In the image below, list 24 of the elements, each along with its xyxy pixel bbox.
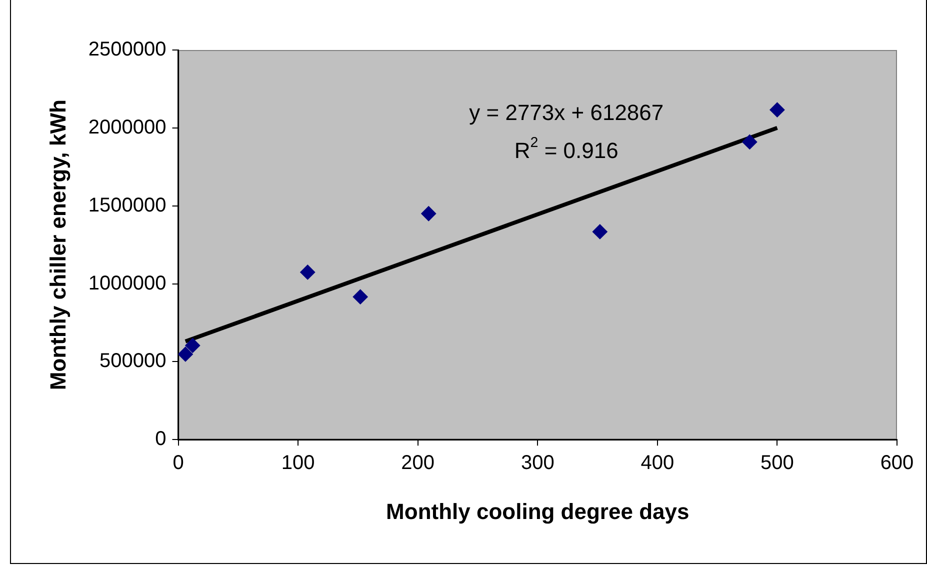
x-tick-label: 300 bbox=[520, 452, 554, 474]
x-tick-label: 100 bbox=[281, 452, 315, 474]
point bbox=[352, 289, 368, 304]
point bbox=[770, 102, 785, 118]
y-tick-label: 2000000 bbox=[88, 116, 166, 138]
point bbox=[300, 264, 316, 280]
point bbox=[742, 134, 758, 150]
annotation: y = 2773x + 612867 bbox=[469, 100, 664, 126]
y-tick-label: 1000000 bbox=[88, 272, 166, 294]
point bbox=[421, 206, 436, 222]
point bbox=[185, 338, 200, 353]
x-tick-label: 400 bbox=[640, 452, 674, 474]
x-tick-label: 600 bbox=[880, 452, 914, 474]
x-tick-label: 500 bbox=[760, 452, 794, 474]
point bbox=[592, 224, 608, 240]
y-tick-label: 2500000 bbox=[88, 38, 166, 61]
y-tick-label: 500000 bbox=[100, 350, 166, 372]
x-tick-label: 200 bbox=[401, 452, 435, 474]
y-tick-label: 0 bbox=[155, 428, 166, 450]
y-tick-label: 1500000 bbox=[88, 194, 166, 216]
y-axis-title: Monthly chiller energy, kWh bbox=[45, 100, 70, 390]
point bbox=[178, 346, 193, 362]
x-tick-label: 0 bbox=[172, 452, 184, 474]
x-axis-title: Monthly cooling degree days bbox=[386, 498, 690, 524]
